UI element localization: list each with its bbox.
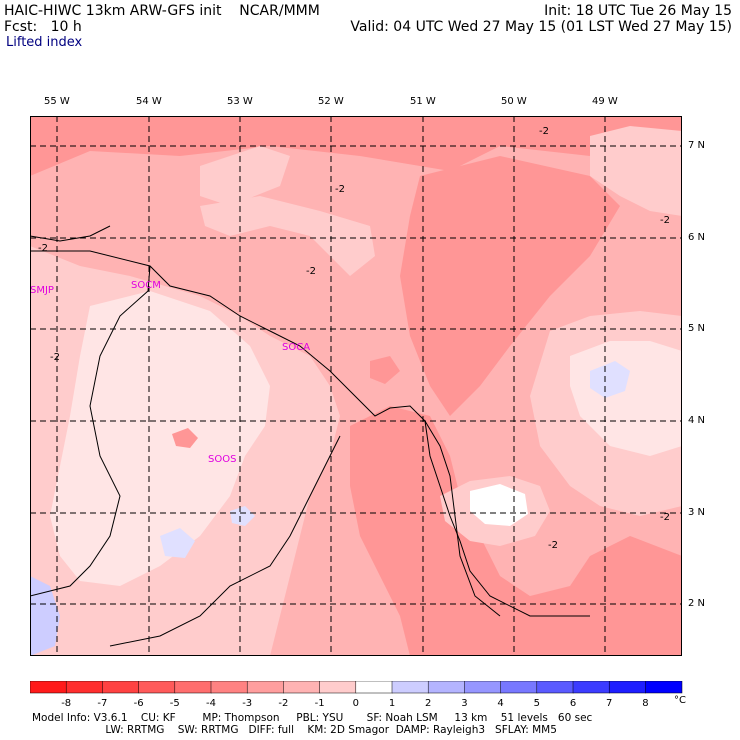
lat-label-3n: 3 N [688, 507, 706, 518]
colorbar-label: -7 [97, 698, 107, 709]
station-label-smjp: SMJP [30, 285, 54, 296]
colorbar-cell [246, 681, 285, 694]
colorbar-labels: -8 -7 -6 -5 -4 -3 -2 -1 0 1 2 3 4 5 6 7 8 °C [61, 695, 686, 709]
valid-time: Valid: 04 UTC Wed 27 May 15 (01 LST Wed … [350, 19, 732, 35]
colorbar-cell [427, 681, 466, 694]
shading-deep-west-spot [172, 428, 198, 448]
map-frame [30, 116, 682, 656]
model-info-line-1: Model Info: V3.6.1 CU: KF MP: Thompson P… [32, 712, 593, 724]
lon-label-54w: 54 W [136, 96, 162, 107]
contour-label: -2 [548, 540, 558, 551]
colorbar-label: -2 [278, 698, 288, 709]
colorbar-cell [174, 681, 212, 694]
field-name: Lifted index [6, 35, 83, 50]
colorbar-cell [65, 681, 104, 694]
colorbar-label: -6 [134, 698, 144, 709]
shading-deep-south [350, 406, 682, 656]
shading-white-south-island [470, 484, 528, 526]
colorbar-unit: °C [674, 695, 686, 706]
lat-label-5n: 5 N [688, 323, 706, 334]
colorbar-label: -3 [242, 698, 252, 709]
contour-label: -2 [335, 184, 345, 195]
colorbar-label: -1 [315, 698, 325, 709]
graticule [30, 116, 682, 656]
colorbar-label: 0 [353, 698, 359, 709]
shading-light-ne [590, 126, 682, 216]
lifted-index-map[interactable]: -2 -2 -2 -2 -2 -2 -2 -2 SMJP SOCM SOCA S… [30, 116, 682, 656]
lat-label-4n: 4 N [688, 415, 706, 426]
coastline [30, 250, 590, 617]
station-label-socm: SOCM [131, 280, 161, 291]
contour-label: -2 [539, 126, 549, 137]
colorbar-cell [210, 681, 248, 694]
border-east [424, 420, 501, 617]
border-west [30, 265, 151, 597]
colorbar-cell [138, 681, 176, 694]
contour-label: -2 [660, 215, 670, 226]
lat-label-2n: 2 N [688, 598, 706, 609]
shading-blue-west-spot [160, 528, 195, 558]
colorbar-cell [500, 681, 538, 694]
colorbar-label: 3 [461, 698, 467, 709]
colorbar-cell [355, 681, 393, 694]
colorbar-label: -4 [206, 698, 216, 709]
colorbar-cell [608, 681, 647, 694]
lon-label-52w: 52 W [318, 96, 344, 107]
colorbar-cells [30, 681, 683, 694]
shading-blue-sw-corner [30, 576, 60, 656]
colorbar-label: 5 [534, 698, 540, 709]
forecast-hour: Fcst: 10 h [4, 19, 82, 35]
shading-blue-east [590, 361, 630, 398]
shading-pale-west [50, 291, 270, 586]
colorbar-label: -8 [61, 698, 71, 709]
lat-label-6n: 6 N [688, 232, 706, 243]
contour-label: -2 [50, 352, 60, 363]
shading-blue-small [230, 506, 255, 526]
init-time: Init: 18 UTC Tue 26 May 15 [544, 3, 732, 19]
lon-label-51w: 51 W [410, 96, 436, 107]
station-label-soca: SOCA [282, 342, 310, 353]
station-label-soos: SOOS [208, 454, 236, 465]
border-central [109, 435, 341, 647]
colorbar-cell [572, 681, 610, 694]
contour-label: -2 [306, 266, 316, 277]
colorbar-label: -5 [170, 698, 180, 709]
shading-deep-east-band [400, 156, 620, 416]
lon-label-49w: 49 W [592, 96, 618, 107]
colorbar-cell [391, 681, 429, 694]
colorbar-label: 4 [497, 698, 503, 709]
colorbar: -8 -7 -6 -5 -4 -3 -2 -1 0 1 2 3 4 5 6 7 8 °C [30, 681, 686, 709]
colorbar-label: 2 [425, 698, 431, 709]
colorbar-cell [536, 681, 574, 694]
contour-label: -2 [38, 243, 48, 254]
model-info-line-2: LW: RRTMG SW: RRTMG DIFF: full KM: 2D Sm… [32, 724, 557, 736]
contour-label: -2 [660, 512, 670, 523]
colorbar-label: 7 [606, 698, 612, 709]
colorbar-cell [645, 681, 683, 694]
colorbar-label: 8 [642, 698, 648, 709]
colorbar-cell [30, 681, 67, 694]
colorbar-cell [102, 681, 140, 694]
lon-label-55w: 55 W [44, 96, 70, 107]
shading-deep-blob [370, 356, 400, 384]
colorbar-cell [464, 681, 502, 694]
colorbar-cell [319, 681, 357, 694]
lon-label-53w: 53 W [227, 96, 253, 107]
lat-label-7n: 7 N [688, 140, 706, 151]
colorbar-cell [283, 681, 321, 694]
map-title: HAIC-HIWC 13km ARW-GFS init NCAR/MMM [4, 3, 320, 19]
colorbar-label: 1 [389, 698, 395, 709]
colorbar-label: 6 [570, 698, 576, 709]
shading-light-north [200, 146, 290, 206]
lon-label-50w: 50 W [501, 96, 527, 107]
